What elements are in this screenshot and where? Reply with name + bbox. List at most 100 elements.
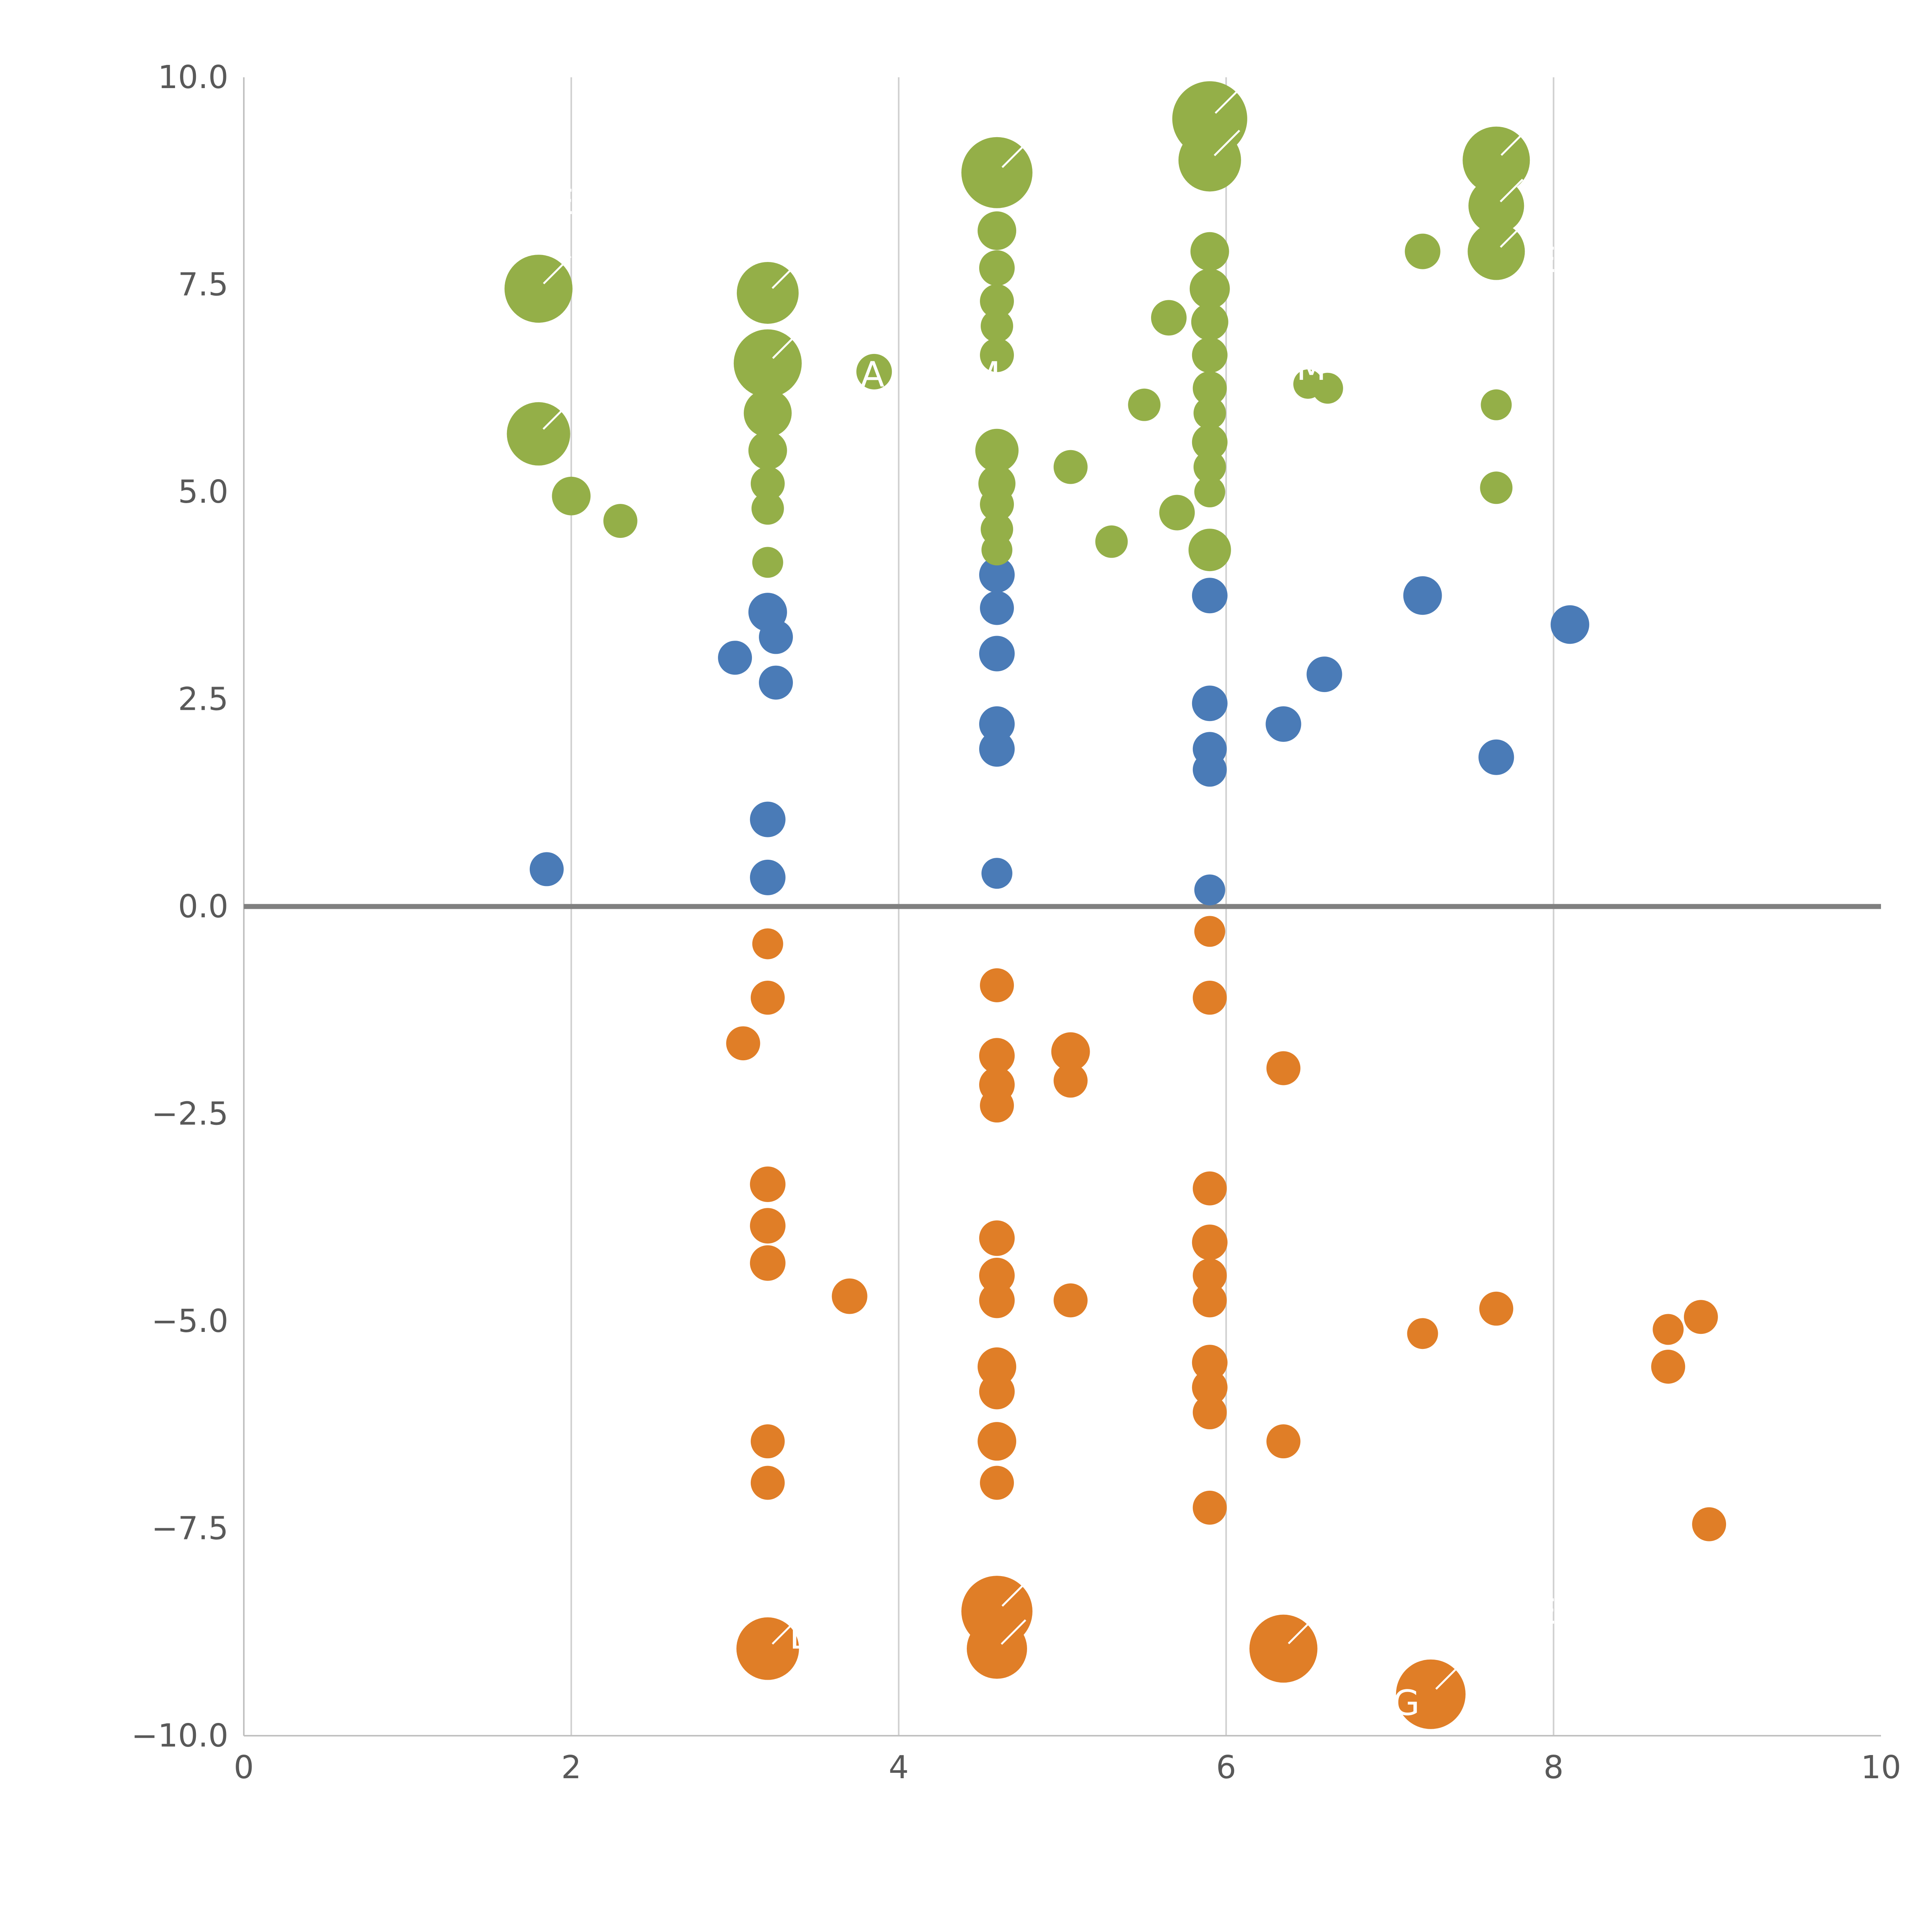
data-point-orange: [750, 1208, 786, 1244]
data-point-orange: [1053, 1063, 1088, 1098]
data-point-blue: [1403, 576, 1442, 615]
leader-line: [772, 263, 798, 289]
leader-line: [772, 1618, 798, 1645]
data-point-blue: [1550, 605, 1589, 644]
data-point-green: [980, 487, 1014, 522]
data-point-orange: [1651, 1350, 1685, 1384]
point-label: E: [552, 182, 574, 223]
data-point-orange: [979, 1038, 1015, 1074]
data-point-green: [1151, 300, 1187, 336]
data-point-orange: [978, 1422, 1017, 1461]
data-point-green: [1193, 451, 1226, 483]
data-point-orange: [1653, 1314, 1684, 1345]
data-point-green: [1480, 471, 1513, 504]
x-tick-label: 4: [889, 1749, 909, 1786]
data-point-green: [980, 338, 1014, 372]
point-label: E: [1534, 240, 1556, 281]
data-point-blue: [1194, 874, 1225, 906]
data-point-green: [1312, 372, 1343, 404]
data-point-green: [1189, 269, 1230, 309]
data-point-green: [975, 429, 1019, 472]
data-point-blue: [1265, 706, 1301, 742]
data-point-green: [743, 389, 792, 437]
data-point-orange: [750, 981, 785, 1015]
data-point-blue: [1478, 739, 1514, 775]
x-tick-label: 0: [234, 1749, 254, 1786]
point-label: M: [971, 354, 1001, 395]
data-point-green: [979, 250, 1015, 286]
data-point-orange: [750, 1245, 786, 1281]
data-point-orange: [978, 1347, 1017, 1386]
data-point-green: [980, 284, 1014, 318]
data-point-green: [1192, 371, 1227, 405]
y-tick-label: −5.0: [151, 1303, 228, 1340]
point-label: A: [861, 354, 884, 395]
data-point-blue: [1192, 685, 1228, 721]
data-point-orange: [1266, 1051, 1301, 1085]
y-tick-label: 0.0: [178, 888, 228, 925]
data-point-blue: [979, 557, 1015, 593]
data-point-green: [978, 211, 1017, 250]
data-point-green: [750, 466, 785, 501]
data-point-green: [1405, 233, 1440, 269]
leader-line: [1500, 179, 1524, 202]
data-point-orange: [1266, 1424, 1301, 1459]
data-point-orange: [1192, 1258, 1227, 1293]
point-label: E: [789, 1616, 811, 1657]
data-point-blue: [529, 852, 564, 886]
data-point-green: [748, 431, 787, 470]
leader-line: [1214, 129, 1240, 156]
y-tick-label: 7.5: [178, 267, 228, 303]
leader-line: [772, 330, 801, 359]
data-point-green: [552, 476, 591, 515]
data-point-green: [1192, 337, 1228, 373]
y-tick-label: 10.0: [158, 59, 228, 96]
data-point-orange: [752, 928, 783, 959]
data-point-orange: [750, 1424, 785, 1459]
data-point-green: [856, 354, 892, 389]
leader-line: [1002, 138, 1032, 168]
y-tick-label: −2.5: [151, 1096, 228, 1133]
point-label: M: [1296, 348, 1327, 388]
data-point-blue: [750, 801, 786, 837]
data-point-orange: [980, 1088, 1014, 1123]
x-tick-label: 8: [1544, 1749, 1564, 1786]
data-point-blue: [980, 591, 1014, 625]
data-point-green: [1053, 450, 1088, 484]
data-point-green: [603, 504, 638, 538]
x-tick-label: 2: [561, 1749, 581, 1786]
point-label: G: [1393, 1683, 1420, 1723]
data-point-orange: [726, 1026, 760, 1061]
data-point-orange: [1053, 1283, 1088, 1318]
data-point-orange: [1192, 1225, 1228, 1260]
leader-line: [1287, 1616, 1316, 1645]
data-point-orange: [1684, 1300, 1718, 1334]
leader-line: [543, 255, 572, 284]
data-point-green: [1194, 476, 1225, 507]
data-point-orange: [750, 1466, 785, 1500]
data-point-blue: [750, 859, 786, 895]
data-point-green: [1481, 389, 1512, 420]
y-tick-label: 2.5: [178, 681, 228, 718]
data-point-orange: [979, 1282, 1015, 1318]
x-tick-label: 10: [1861, 1749, 1901, 1786]
data-point-blue: [759, 665, 793, 700]
data-point-green: [1159, 495, 1195, 531]
data-point-orange: [750, 1166, 786, 1202]
data-point-blue: [1192, 578, 1228, 614]
leader-line: [1435, 1660, 1465, 1690]
data-point-orange: [1192, 1345, 1228, 1381]
data-point-green: [981, 310, 1014, 342]
data-point-orange: [979, 1257, 1015, 1293]
x-tick-label: 6: [1216, 1749, 1236, 1786]
data-point-blue: [979, 731, 1015, 767]
data-point-blue: [1306, 656, 1342, 692]
data-point-orange: [979, 1374, 1015, 1410]
data-point-green: [1128, 388, 1161, 421]
data-point-blue: [718, 641, 752, 675]
data-point-green: [752, 547, 783, 578]
leader-line: [1002, 1577, 1032, 1607]
data-point-green: [1192, 424, 1228, 460]
